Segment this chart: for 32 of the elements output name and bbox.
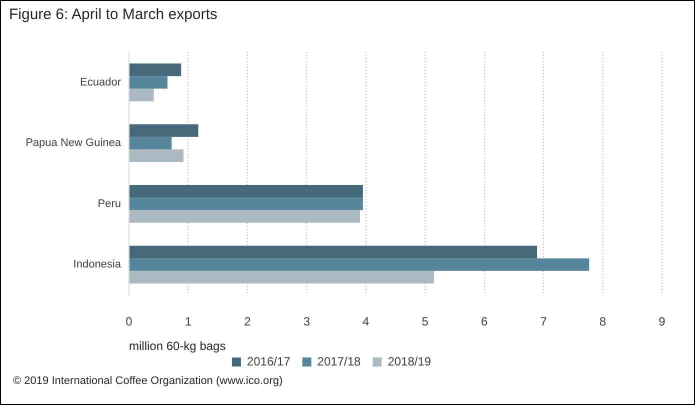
bar (130, 246, 538, 258)
y-tick-label: Ecuador (80, 76, 122, 88)
bar (130, 76, 168, 89)
bar (130, 88, 154, 102)
bar (130, 185, 363, 198)
legend-label: 2017/18 (317, 354, 362, 368)
y-tick-label: Papua New Guinea (26, 137, 122, 150)
x-tick-label: 1 (184, 314, 192, 329)
chart-title: Figure 6: April to March exports (9, 6, 218, 23)
bar (130, 258, 590, 271)
x-tick-label: 3 (303, 314, 310, 329)
bar (130, 136, 172, 150)
x-tick-label: 4 (362, 314, 370, 329)
legend-label: 2016/17 (246, 354, 291, 368)
x-tick-label: 7 (540, 314, 548, 329)
x-tick-label: 0 (126, 314, 133, 329)
x-tick-label: 2 (244, 314, 252, 329)
x-tick-label: 6 (480, 314, 488, 329)
x-tick-label: 5 (422, 314, 429, 329)
bar (130, 210, 360, 223)
x-tick-label: 8 (599, 314, 606, 329)
x-axis-title: million 60-kg bags (129, 339, 226, 354)
bar (130, 270, 434, 284)
text: © 2019 International Coffee Organization (www.ico.org) (13, 375, 283, 387)
bar (130, 198, 363, 210)
y-tick-label: Indonesia (73, 258, 122, 271)
x-tick-label: 9 (658, 314, 666, 329)
bar (130, 64, 182, 76)
y-tick-label: Peru (98, 198, 121, 210)
bar (130, 149, 184, 162)
bar (130, 124, 198, 137)
legend-label: 2018/19 (388, 354, 432, 368)
